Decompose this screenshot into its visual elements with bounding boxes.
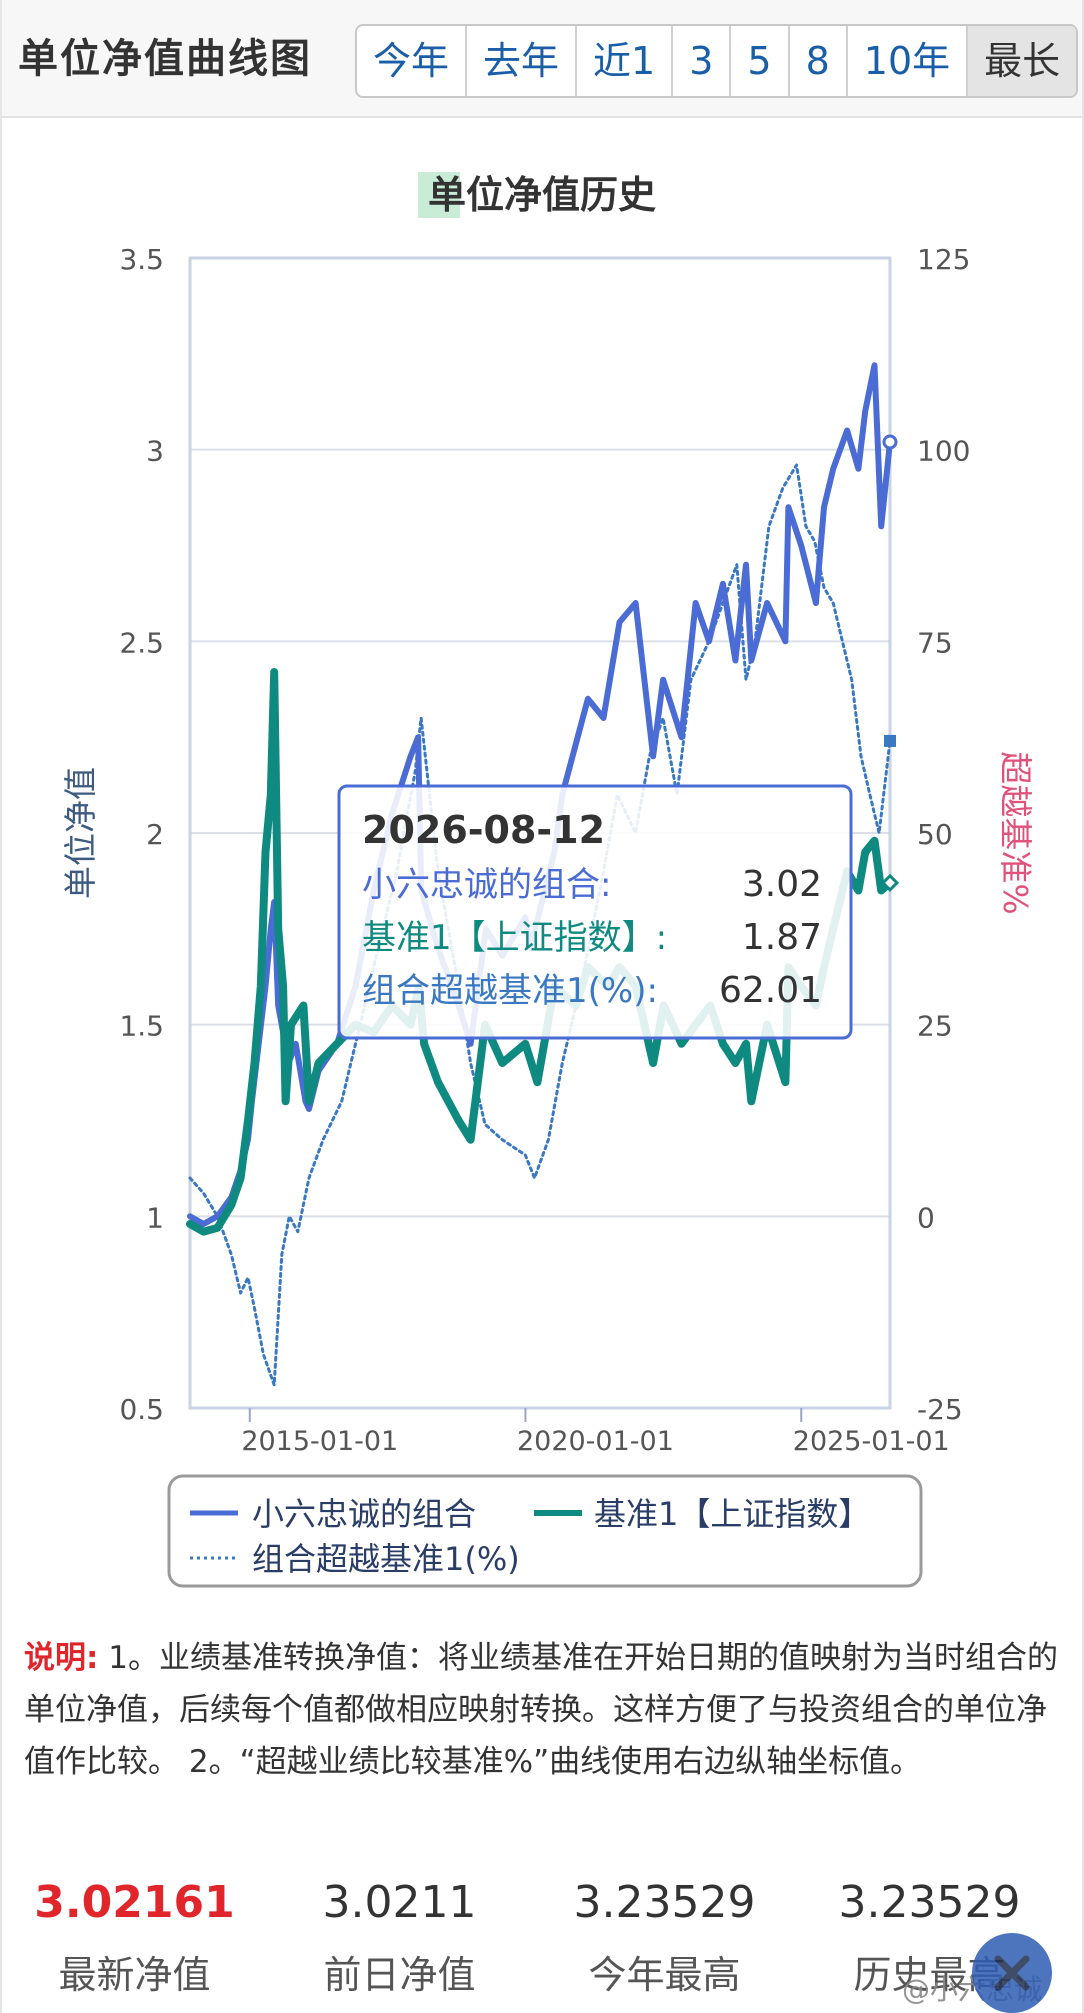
- legend: 小六忠诚的组合 基准1【上证指数】组合超越基准1(%): [167, 1474, 923, 1588]
- plot-frame: [188, 256, 892, 1410]
- y-tick-label: 1: [146, 1201, 164, 1234]
- stat-label: 最新净值: [58, 1953, 211, 1997]
- tooltip-label: 基准1【上证指数】:: [362, 918, 667, 958]
- tooltip-value: 1.87: [742, 917, 822, 958]
- title-highlight: [418, 172, 460, 218]
- description: 说明: 1。业绩基准转换净值：将业绩基准在开始日期的值映射为当时组合的单位净值，…: [24, 1632, 1064, 1788]
- stat-label: 前日净值: [323, 1953, 476, 1997]
- page-title: 单位净值曲线图: [18, 36, 312, 82]
- stat-value: 3.23529: [573, 1877, 756, 1928]
- stat-item: 3.23529 今年最高: [532, 1870, 797, 2013]
- chart-title: 单位净值历史: [428, 173, 656, 217]
- range-button-0[interactable]: 今年: [357, 26, 468, 96]
- range-button-2[interactable]: 近1: [577, 26, 674, 96]
- stat-value: 3.0211: [322, 1877, 477, 1928]
- y-tick-label: 3.5: [119, 243, 164, 276]
- range-button-1[interactable]: 去年: [467, 26, 578, 96]
- range-button-4[interactable]: 5: [731, 26, 790, 96]
- chart-header: 单位净值曲线图 今年 去年 近1 3 5 8 10年 最长: [2, 0, 1082, 118]
- y-tick-label: 3: [146, 435, 164, 468]
- stats-row: 3.02161 最新净值 3.0211 前日净值 3.23529 今年最高 3.23529 历…: [2, 1870, 1082, 2013]
- benchmark-end-marker: [880, 873, 900, 892]
- close-icon: [994, 1955, 1030, 1991]
- close-button[interactable]: [972, 1933, 1052, 2013]
- description-label: 说明:: [24, 1640, 99, 1676]
- tooltip-value: 62.01: [719, 970, 822, 1011]
- stat-item: 3.0211 前日净值: [267, 1870, 532, 2013]
- y-tick-label: 2: [146, 818, 164, 851]
- legend-benchmark-label: 基准1【上证指数】: [594, 1495, 870, 1533]
- tooltip-value: 3.02: [742, 864, 822, 905]
- y-right-tick-label: 125: [917, 243, 970, 276]
- tooltip-box: [337, 784, 853, 1040]
- stat-item: 3.02161 最新净值: [2, 1870, 267, 2013]
- legend-excess-label: 组合超越基准1(%): [252, 1540, 520, 1578]
- y-right-tick-label: 0: [917, 1201, 935, 1234]
- stat-item: 3.23529 历史最高: [797, 1870, 1062, 2013]
- description-text: 1。业绩基准转换净值：将业绩基准在开始日期的值映射为当时组合的单位净值，后续每个…: [24, 1640, 1058, 1780]
- excess-end-marker: [884, 734, 896, 747]
- tooltip: 2026-08-12 小六忠诚的组合: 3.02 基准1【上证指数】: 1.87 组合超越…: [337, 784, 853, 1040]
- y-right-tick-label: -25: [917, 1393, 963, 1426]
- legend-portfolio-label: 小六忠诚的组合: [252, 1495, 476, 1533]
- y-right-axis-title: 超越基准%: [996, 751, 1035, 914]
- range-button-5[interactable]: 8: [790, 26, 848, 96]
- y-tick-label: 1.5: [119, 1010, 164, 1043]
- y-right-tick-label: 75: [917, 626, 953, 659]
- tooltip-label: 小六忠诚的组合:: [362, 865, 611, 905]
- range-button-6[interactable]: 10年: [848, 26, 969, 96]
- y-tick-label: 0.5: [119, 1393, 164, 1426]
- y-right-tick-label: 25: [917, 1010, 953, 1043]
- range-button-7[interactable]: 最长: [968, 26, 1077, 96]
- range-selector: 今年 去年 近1 3 5 8 10年 最长: [355, 24, 1079, 98]
- stat-value: 3.02161: [34, 1877, 235, 1928]
- portfolio-end-marker: [882, 434, 898, 450]
- nav-history-chart: 单位净值历史 0.5 1 1.5 2 2.5 3 3.5 -25 0 25 50 75 100 125 201…: [61, 172, 1035, 1588]
- y-tick-label: 2.5: [119, 626, 164, 659]
- x-tick-label: 2025-01-01: [793, 1426, 950, 1457]
- legend-box: [167, 1474, 923, 1588]
- y-right-tick-label: 50: [917, 818, 953, 851]
- y-axis-title: 单位净值: [61, 767, 100, 899]
- series-excess-line: [188, 463, 892, 1387]
- tooltip-label: 组合超越基准1(%):: [362, 971, 658, 1011]
- stat-label: 今年最高: [588, 1953, 741, 1997]
- tooltip-date: 2026-08-12: [362, 808, 605, 852]
- stat-value: 3.23529: [838, 1877, 1021, 1928]
- y-right-tick-label: 100: [917, 435, 970, 468]
- x-tick-label: 2015-01-01: [241, 1426, 398, 1457]
- x-tick-label: 2020-01-01: [517, 1426, 674, 1457]
- range-button-3[interactable]: 3: [673, 26, 732, 96]
